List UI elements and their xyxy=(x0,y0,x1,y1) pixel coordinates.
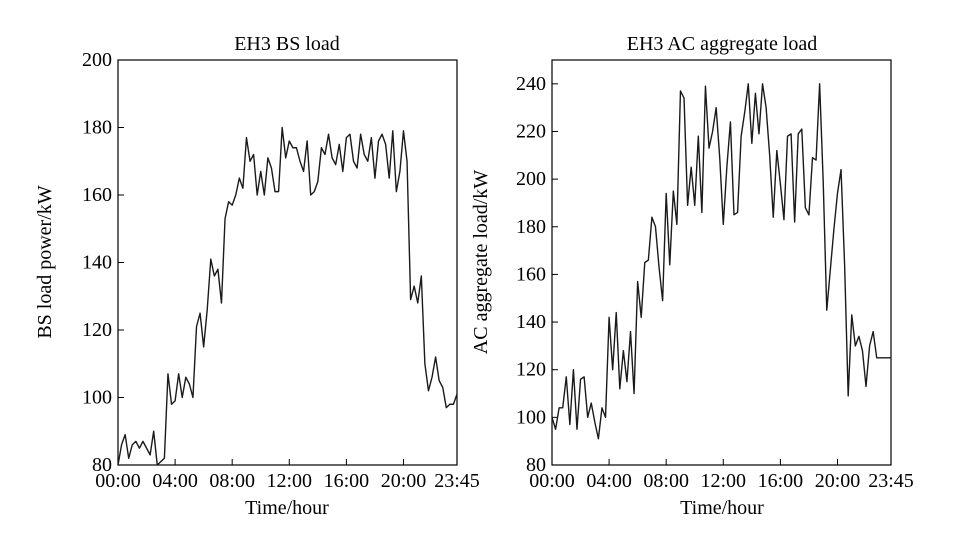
x-tick-label: 20:00 xyxy=(381,470,427,492)
x-tick-label: 04:00 xyxy=(586,470,632,492)
plot-frame xyxy=(117,59,458,466)
x-tick-label: 12:00 xyxy=(267,470,313,492)
panel-bs-load: EH3 BS load 80 100 120 140 160 180 200 00:00 04… xyxy=(34,33,480,519)
y-tick-label: 120 xyxy=(82,319,112,341)
x-ticks: 00:00 04:00 08:00 12:00 16:00 20:00 23:45 xyxy=(95,459,480,492)
x-tick-label: 23:45 xyxy=(434,470,480,492)
x-tick-label: 08:00 xyxy=(209,470,255,492)
x-tick-label: 08:00 xyxy=(643,470,689,492)
x-tick-label: 12:00 xyxy=(701,470,747,492)
x-tick-label: 00:00 xyxy=(529,470,575,492)
y-tick-label: 200 xyxy=(516,168,546,190)
series-line xyxy=(117,126,458,466)
y-tick-label: 80 xyxy=(526,454,546,476)
series-line xyxy=(551,83,891,440)
y-ticks: 80 100 120 140 160 180 200 xyxy=(82,49,124,476)
x-tick-label: 23:45 xyxy=(868,470,914,492)
y-tick-label: 240 xyxy=(516,73,546,95)
y-tick-label: 220 xyxy=(516,120,546,142)
x-axis-label: Time/hour xyxy=(245,497,329,519)
y-axis-label: AC aggregate load/kW xyxy=(470,170,492,354)
y-tick-label: 160 xyxy=(516,263,546,285)
x-tick-label: 16:00 xyxy=(324,470,370,492)
panel-ac-aggregate-load: EH3 AC aggregate load 80 100 120 140 160 180 2… xyxy=(470,33,914,519)
y-tick-label: 180 xyxy=(82,117,112,139)
plot-area: 80 100 120 140 160 180 200 220 240 00:00 04:00 08:… xyxy=(516,59,914,492)
y-tick-label: 140 xyxy=(516,311,546,333)
y-tick-label: 160 xyxy=(82,184,112,206)
y-ticks: 80 100 120 140 160 180 200 220 240 xyxy=(516,73,558,476)
chart-title: EH3 AC aggregate load xyxy=(627,33,818,55)
y-tick-label: 120 xyxy=(516,359,546,381)
y-tick-label: 100 xyxy=(82,387,112,409)
y-tick-label: 200 xyxy=(82,49,112,71)
y-tick-label: 180 xyxy=(516,216,546,238)
x-tick-label: 16:00 xyxy=(758,470,804,492)
plot-area: 80 100 120 140 160 180 200 00:00 04:00 08:00 12:0… xyxy=(82,49,480,492)
y-axis-label: BS load power/kW xyxy=(34,185,56,338)
plot-frame xyxy=(551,59,892,466)
x-tick-label: 04:00 xyxy=(152,470,198,492)
x-tick-label: 00:00 xyxy=(95,470,141,492)
x-ticks: 00:00 04:00 08:00 12:00 16:00 20:00 23:45 xyxy=(529,459,914,492)
chart-title: EH3 BS load xyxy=(234,33,340,55)
y-tick-label: 100 xyxy=(516,406,546,428)
x-axis-label: Time/hour xyxy=(680,497,764,519)
y-tick-label: 140 xyxy=(82,252,112,274)
y-tick-label: 80 xyxy=(92,454,112,476)
x-tick-label: 20:00 xyxy=(815,470,861,492)
